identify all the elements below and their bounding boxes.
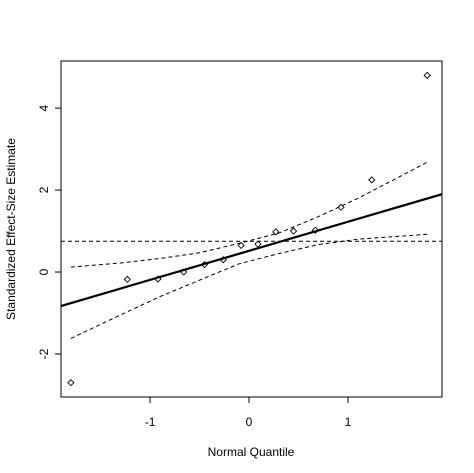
upper-confidence-band bbox=[70, 161, 428, 268]
y-tick-label: 0 bbox=[37, 268, 51, 275]
data-point bbox=[237, 241, 245, 250]
y-axis-title: Standardized Effect-Size Estimate bbox=[4, 138, 18, 320]
x-tick-label: -1 bbox=[145, 415, 156, 429]
data-point bbox=[180, 268, 188, 276]
plot-area bbox=[61, 161, 442, 339]
data-point bbox=[311, 226, 319, 234]
data-point bbox=[289, 227, 298, 235]
data-point bbox=[200, 261, 209, 269]
y-tick-label: 4 bbox=[37, 104, 51, 111]
data-point bbox=[219, 256, 227, 264]
y-tick-label: -2 bbox=[37, 348, 51, 359]
data-point bbox=[272, 228, 280, 236]
y-tick-label: 2 bbox=[37, 186, 51, 193]
x-tick-label: 1 bbox=[345, 415, 352, 429]
data-point bbox=[67, 379, 75, 387]
data-point bbox=[423, 71, 431, 79]
data-layer bbox=[61, 71, 442, 387]
plot-frame bbox=[60, 60, 443, 398]
data-point bbox=[337, 203, 345, 211]
data-point bbox=[368, 176, 376, 184]
data-point bbox=[123, 275, 131, 284]
x-tick-label: 0 bbox=[246, 415, 253, 429]
lower-confidence-band bbox=[70, 233, 428, 339]
x-axis-title: Normal Quantile bbox=[208, 445, 295, 459]
data-point bbox=[254, 240, 262, 248]
axis-layer: -1 0 1 -2 0 2 4 bbox=[37, 60, 443, 429]
data-point bbox=[154, 275, 162, 283]
fit-line bbox=[61, 193, 442, 308]
